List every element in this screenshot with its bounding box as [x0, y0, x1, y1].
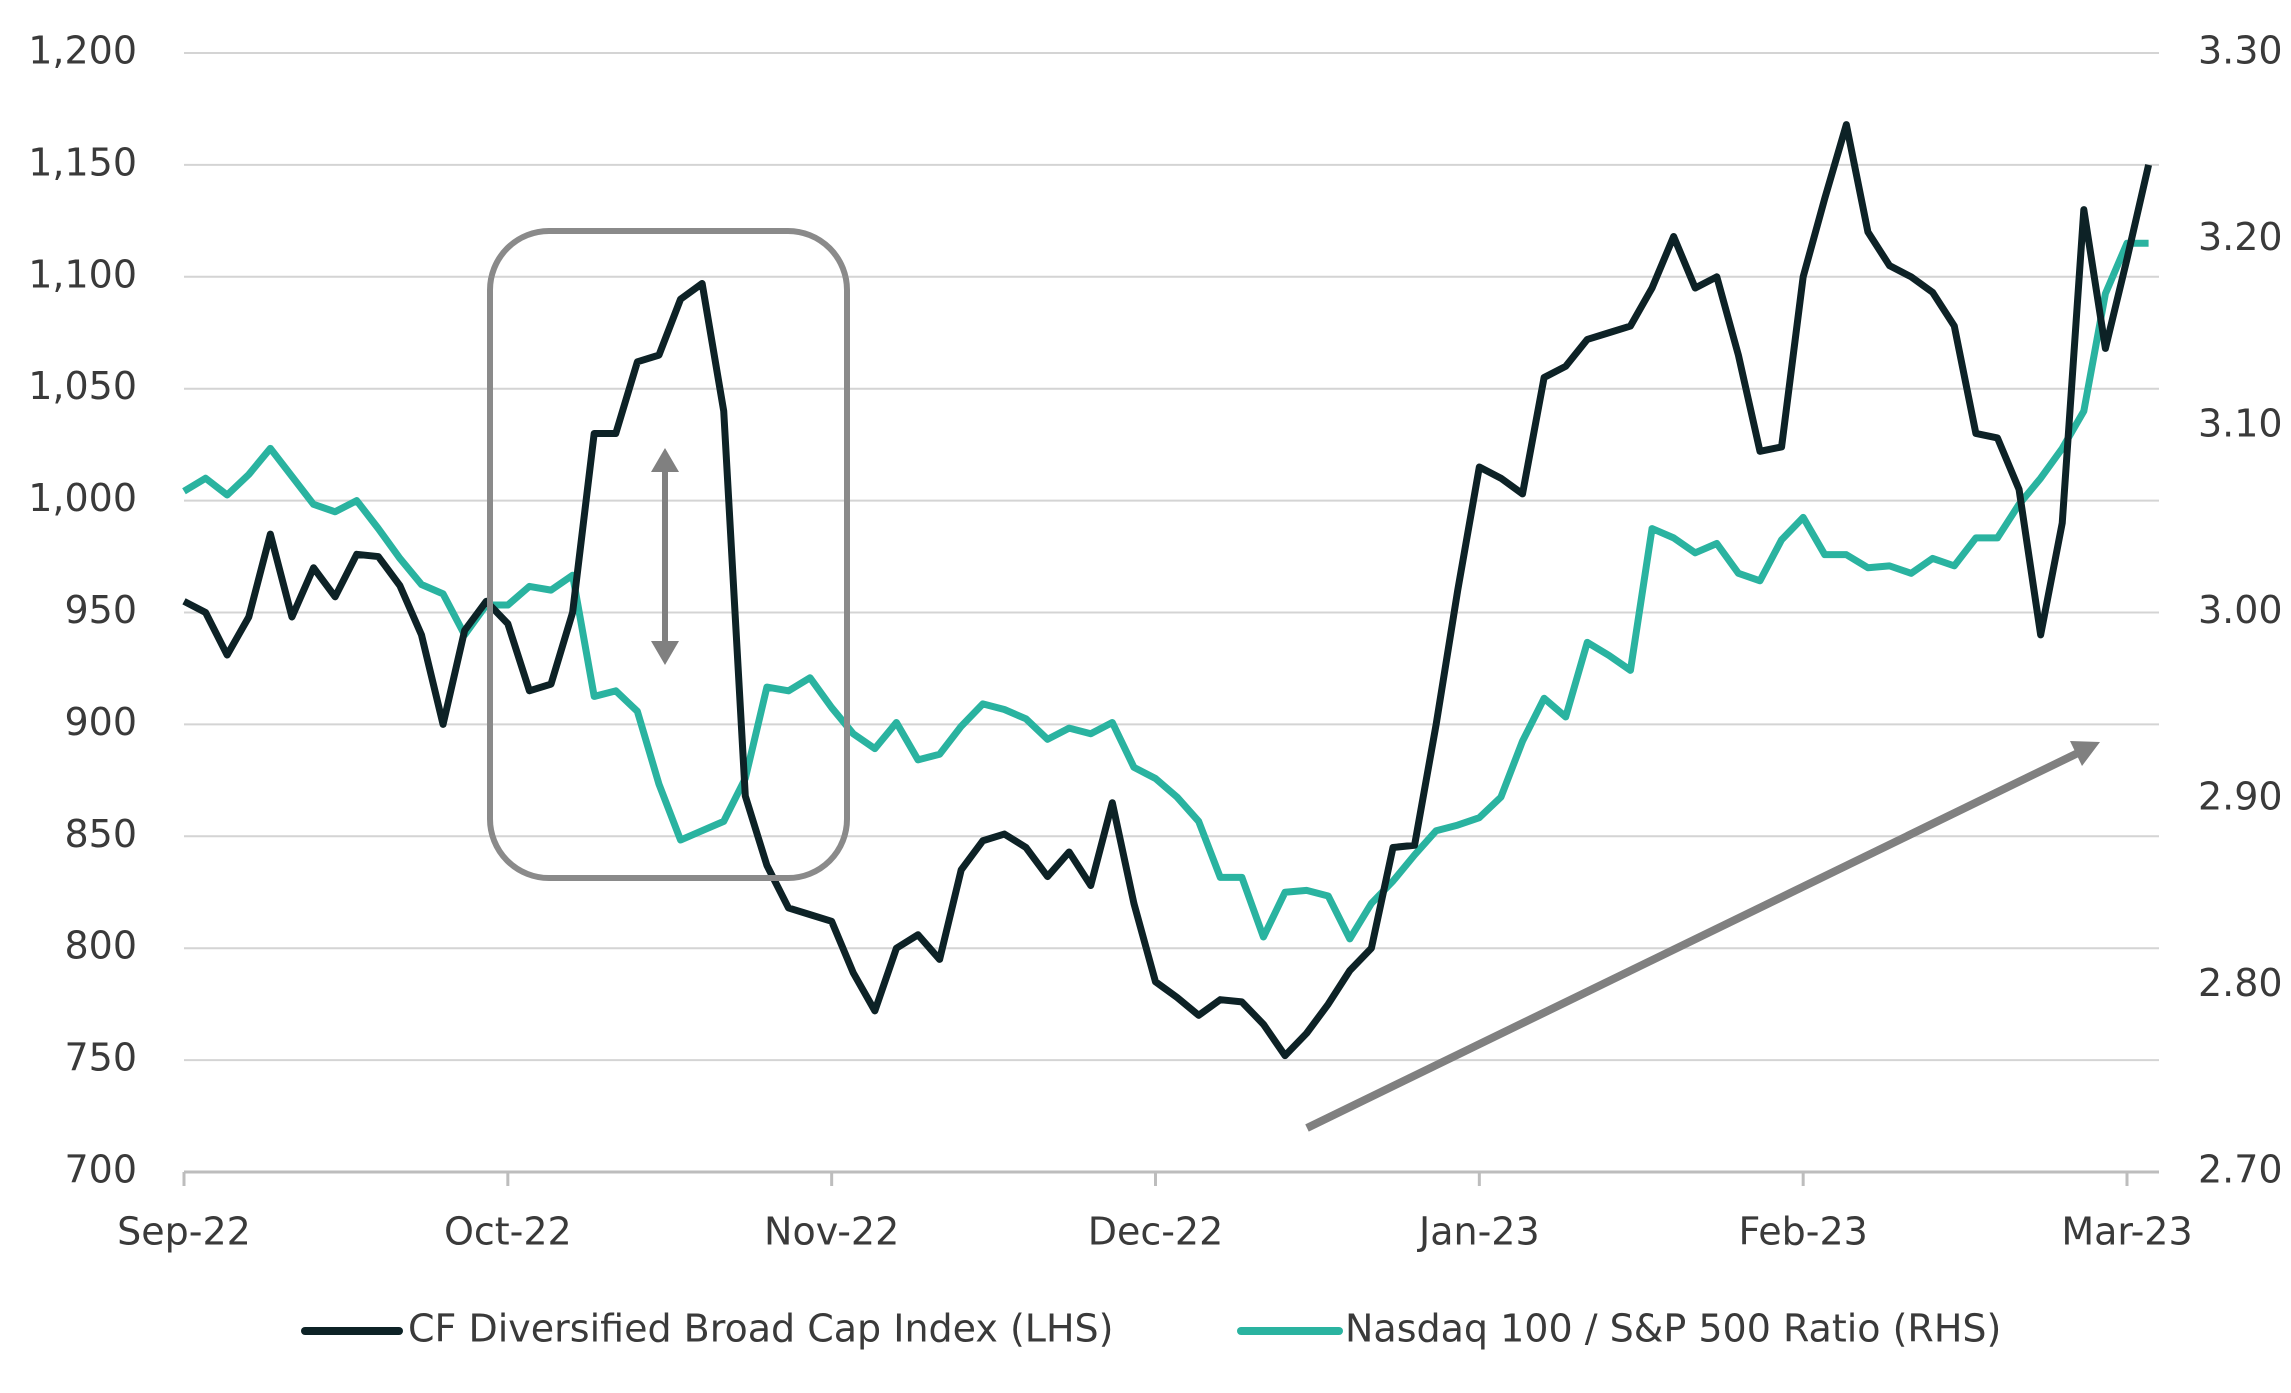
y2-tick-label: 3.00 [2198, 588, 2283, 632]
y2-tick-label: 3.10 [2198, 402, 2283, 446]
y-tick-label: 1,150 [28, 140, 137, 184]
double-arrow [651, 448, 679, 665]
y-tick-label: 1,050 [28, 364, 137, 408]
x-tick-label: Sep-22 [117, 1210, 251, 1254]
x-tick-label: Mar-23 [2061, 1210, 2192, 1254]
x-tick-label: Feb-23 [1738, 1210, 1867, 1254]
y-tick-label: 1,000 [28, 476, 137, 520]
y-tick-label: 1,100 [28, 252, 137, 296]
y2-tick-label: 2.70 [2198, 1148, 2283, 1192]
y-tick-label: 750 [64, 1036, 137, 1080]
y2-tick-label: 3.20 [2198, 215, 2283, 259]
x-tick-label: Oct-22 [444, 1210, 572, 1254]
legend-label: Nasdaq 100 / S&P 500 Ratio (RHS) [1345, 1307, 2001, 1351]
y-tick-label: 900 [64, 700, 137, 744]
trend-arrow [1305, 741, 2100, 1132]
y-tick-label: 700 [64, 1148, 137, 1192]
y2-tick-label: 2.80 [2198, 961, 2283, 1005]
y-tick-label: 800 [64, 924, 137, 968]
series-line [182, 239, 2149, 943]
legend-item: CF Diversified Broad Cap Index (LHS) [301, 1307, 1113, 1351]
y-tick-label: 1,200 [28, 29, 137, 73]
legend-item: Nasdaq 100 / S&P 500 Ratio (RHS) [1237, 1307, 2001, 1351]
y-tick-label: 850 [64, 812, 137, 856]
x-tick-label: Dec-22 [1088, 1210, 1224, 1254]
legend-label: CF Diversified Broad Cap Index (LHS) [408, 1307, 1113, 1351]
series-line [182, 121, 2153, 1060]
y2-tick-label: 2.90 [2198, 775, 2283, 819]
highlight-box [487, 228, 850, 881]
y2-tick-label: 3.30 [2198, 29, 2283, 73]
x-tick-label: Nov-22 [764, 1210, 899, 1254]
y-tick-label: 950 [64, 588, 137, 632]
plot: 700 750 800 850 900 950 1,000 1,050 1,100 1,150 1,… [28, 29, 2282, 1254]
x-tick-label: Jan-23 [1417, 1210, 1540, 1254]
